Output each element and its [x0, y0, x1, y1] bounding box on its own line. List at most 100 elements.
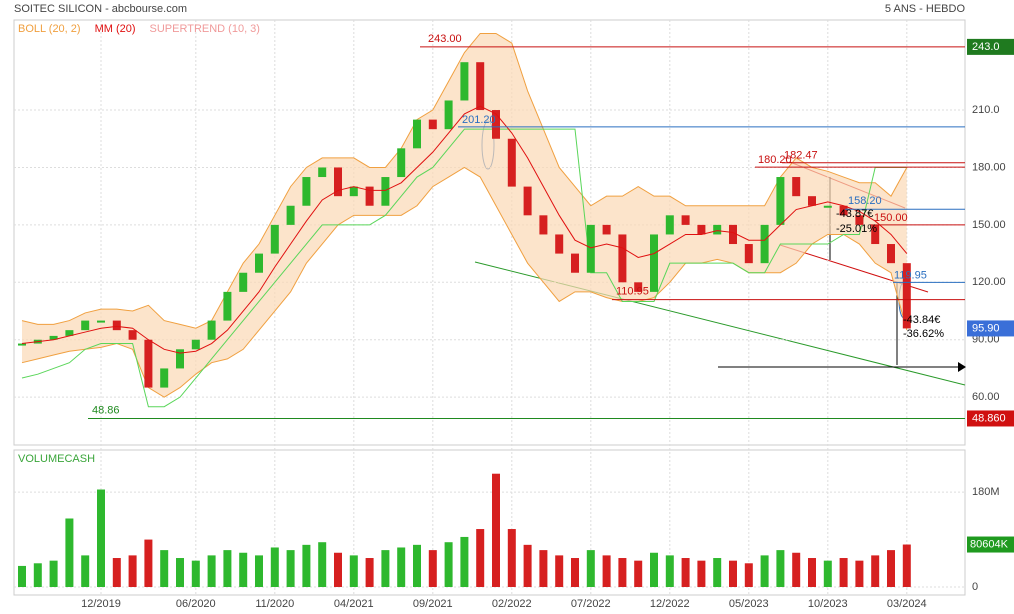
- candle: [160, 368, 169, 388]
- volume-bar: [902, 544, 911, 587]
- volume-bar: [460, 536, 469, 587]
- candle: [112, 320, 121, 331]
- level-label: 110.95: [616, 286, 649, 298]
- candle: [539, 215, 548, 235]
- volume-bar: [334, 552, 342, 587]
- candle: [871, 224, 880, 245]
- volume-bar: [760, 555, 769, 587]
- candle: [713, 224, 722, 235]
- candle: [586, 224, 595, 273]
- volume-bar: [586, 550, 595, 587]
- candle: [571, 253, 579, 273]
- axis-label: 80604K: [970, 538, 1009, 550]
- candle: [207, 320, 216, 340]
- candle: [744, 244, 753, 264]
- x-tick-label: 09/2021: [413, 598, 453, 610]
- y-tick-label: 180.00: [972, 161, 1006, 173]
- volume-bar: [144, 539, 153, 587]
- volume-bar: [191, 560, 200, 587]
- candle: [665, 215, 674, 235]
- axis-box: [967, 536, 1014, 553]
- candle: [255, 253, 263, 273]
- candle: [144, 339, 153, 388]
- price-panel: [13, 19, 966, 446]
- candle: [634, 282, 643, 292]
- volume-bar: [507, 529, 516, 587]
- candle: [697, 224, 706, 235]
- level-label: 48.86: [92, 404, 120, 416]
- volume-bar: [318, 542, 327, 587]
- axis-box: [967, 320, 1014, 337]
- volume-bar: [112, 558, 121, 587]
- volume-bar: [634, 560, 643, 587]
- supertrend-line: [21, 128, 907, 408]
- volume-bar: [18, 565, 26, 587]
- volume-bar: [428, 550, 437, 587]
- candle: [302, 177, 311, 206]
- candle: [507, 138, 516, 187]
- candle: [381, 177, 390, 206]
- band-upper: [21, 32, 908, 329]
- volume-bar: [302, 544, 311, 587]
- volume-bar: [729, 560, 737, 587]
- volume-bar: [650, 552, 658, 587]
- level-label: 150.00: [874, 212, 908, 224]
- candle: [223, 291, 232, 321]
- ma-line: [21, 105, 908, 354]
- volume-bar: [160, 550, 169, 587]
- volume-bar: [571, 558, 579, 587]
- volume-bar: [207, 555, 216, 587]
- volume-bar: [365, 558, 374, 587]
- volume-bar: [602, 555, 611, 587]
- volume-panel: [13, 449, 966, 596]
- level-label: 119.95: [894, 269, 927, 281]
- axis-box: [967, 410, 1014, 427]
- candle: [191, 339, 200, 350]
- y-tick-label: 90.00: [972, 334, 1000, 346]
- candle: [128, 330, 137, 340]
- x-tick-label: 12/2022: [650, 598, 690, 610]
- candle: [602, 224, 611, 235]
- candle: [365, 186, 374, 206]
- candle: [239, 272, 248, 292]
- candle: [887, 244, 895, 264]
- volume-bar: [65, 518, 74, 587]
- candle: [413, 119, 421, 149]
- candle: [349, 186, 358, 197]
- volume-bar: [223, 550, 232, 587]
- candle: [176, 349, 184, 369]
- annotation: -43.87€: [836, 208, 873, 220]
- chart-title: SOITEC SILICON - abcbourse.com: [14, 3, 187, 15]
- level-label: 158.20: [848, 195, 882, 207]
- volume-bar: [49, 560, 58, 587]
- candle: [270, 224, 279, 254]
- volume-bar: [270, 547, 279, 587]
- volume-bar: [476, 529, 485, 587]
- volume-bar: [744, 563, 753, 587]
- candle: [492, 110, 500, 139]
- annotation: -25.01%: [836, 223, 877, 235]
- x-tick-label: 07/2022: [571, 598, 611, 610]
- volume-bar: [176, 558, 184, 587]
- y-tick-label: 60.00: [972, 391, 1000, 403]
- candle: [555, 234, 564, 254]
- candle: [318, 167, 327, 178]
- candle: [334, 167, 342, 197]
- candle: [776, 177, 785, 225]
- candle: [650, 234, 658, 292]
- x-tick-label: 05/2023: [729, 598, 769, 610]
- level-label: 182.47: [784, 150, 818, 162]
- volume-bar: [697, 560, 706, 587]
- candle: [681, 215, 690, 225]
- candle: [792, 177, 801, 197]
- volume-title: VOLUMECASH: [18, 453, 95, 465]
- volume-bar: [523, 544, 532, 587]
- candle: [729, 224, 737, 245]
- level-label: 243.00: [428, 33, 462, 45]
- legend-entry: MM (20): [95, 23, 136, 35]
- volume-bar: [492, 473, 500, 587]
- candle: [823, 205, 832, 208]
- axis-label: 48.860: [972, 412, 1006, 424]
- volume-bar: [381, 550, 390, 587]
